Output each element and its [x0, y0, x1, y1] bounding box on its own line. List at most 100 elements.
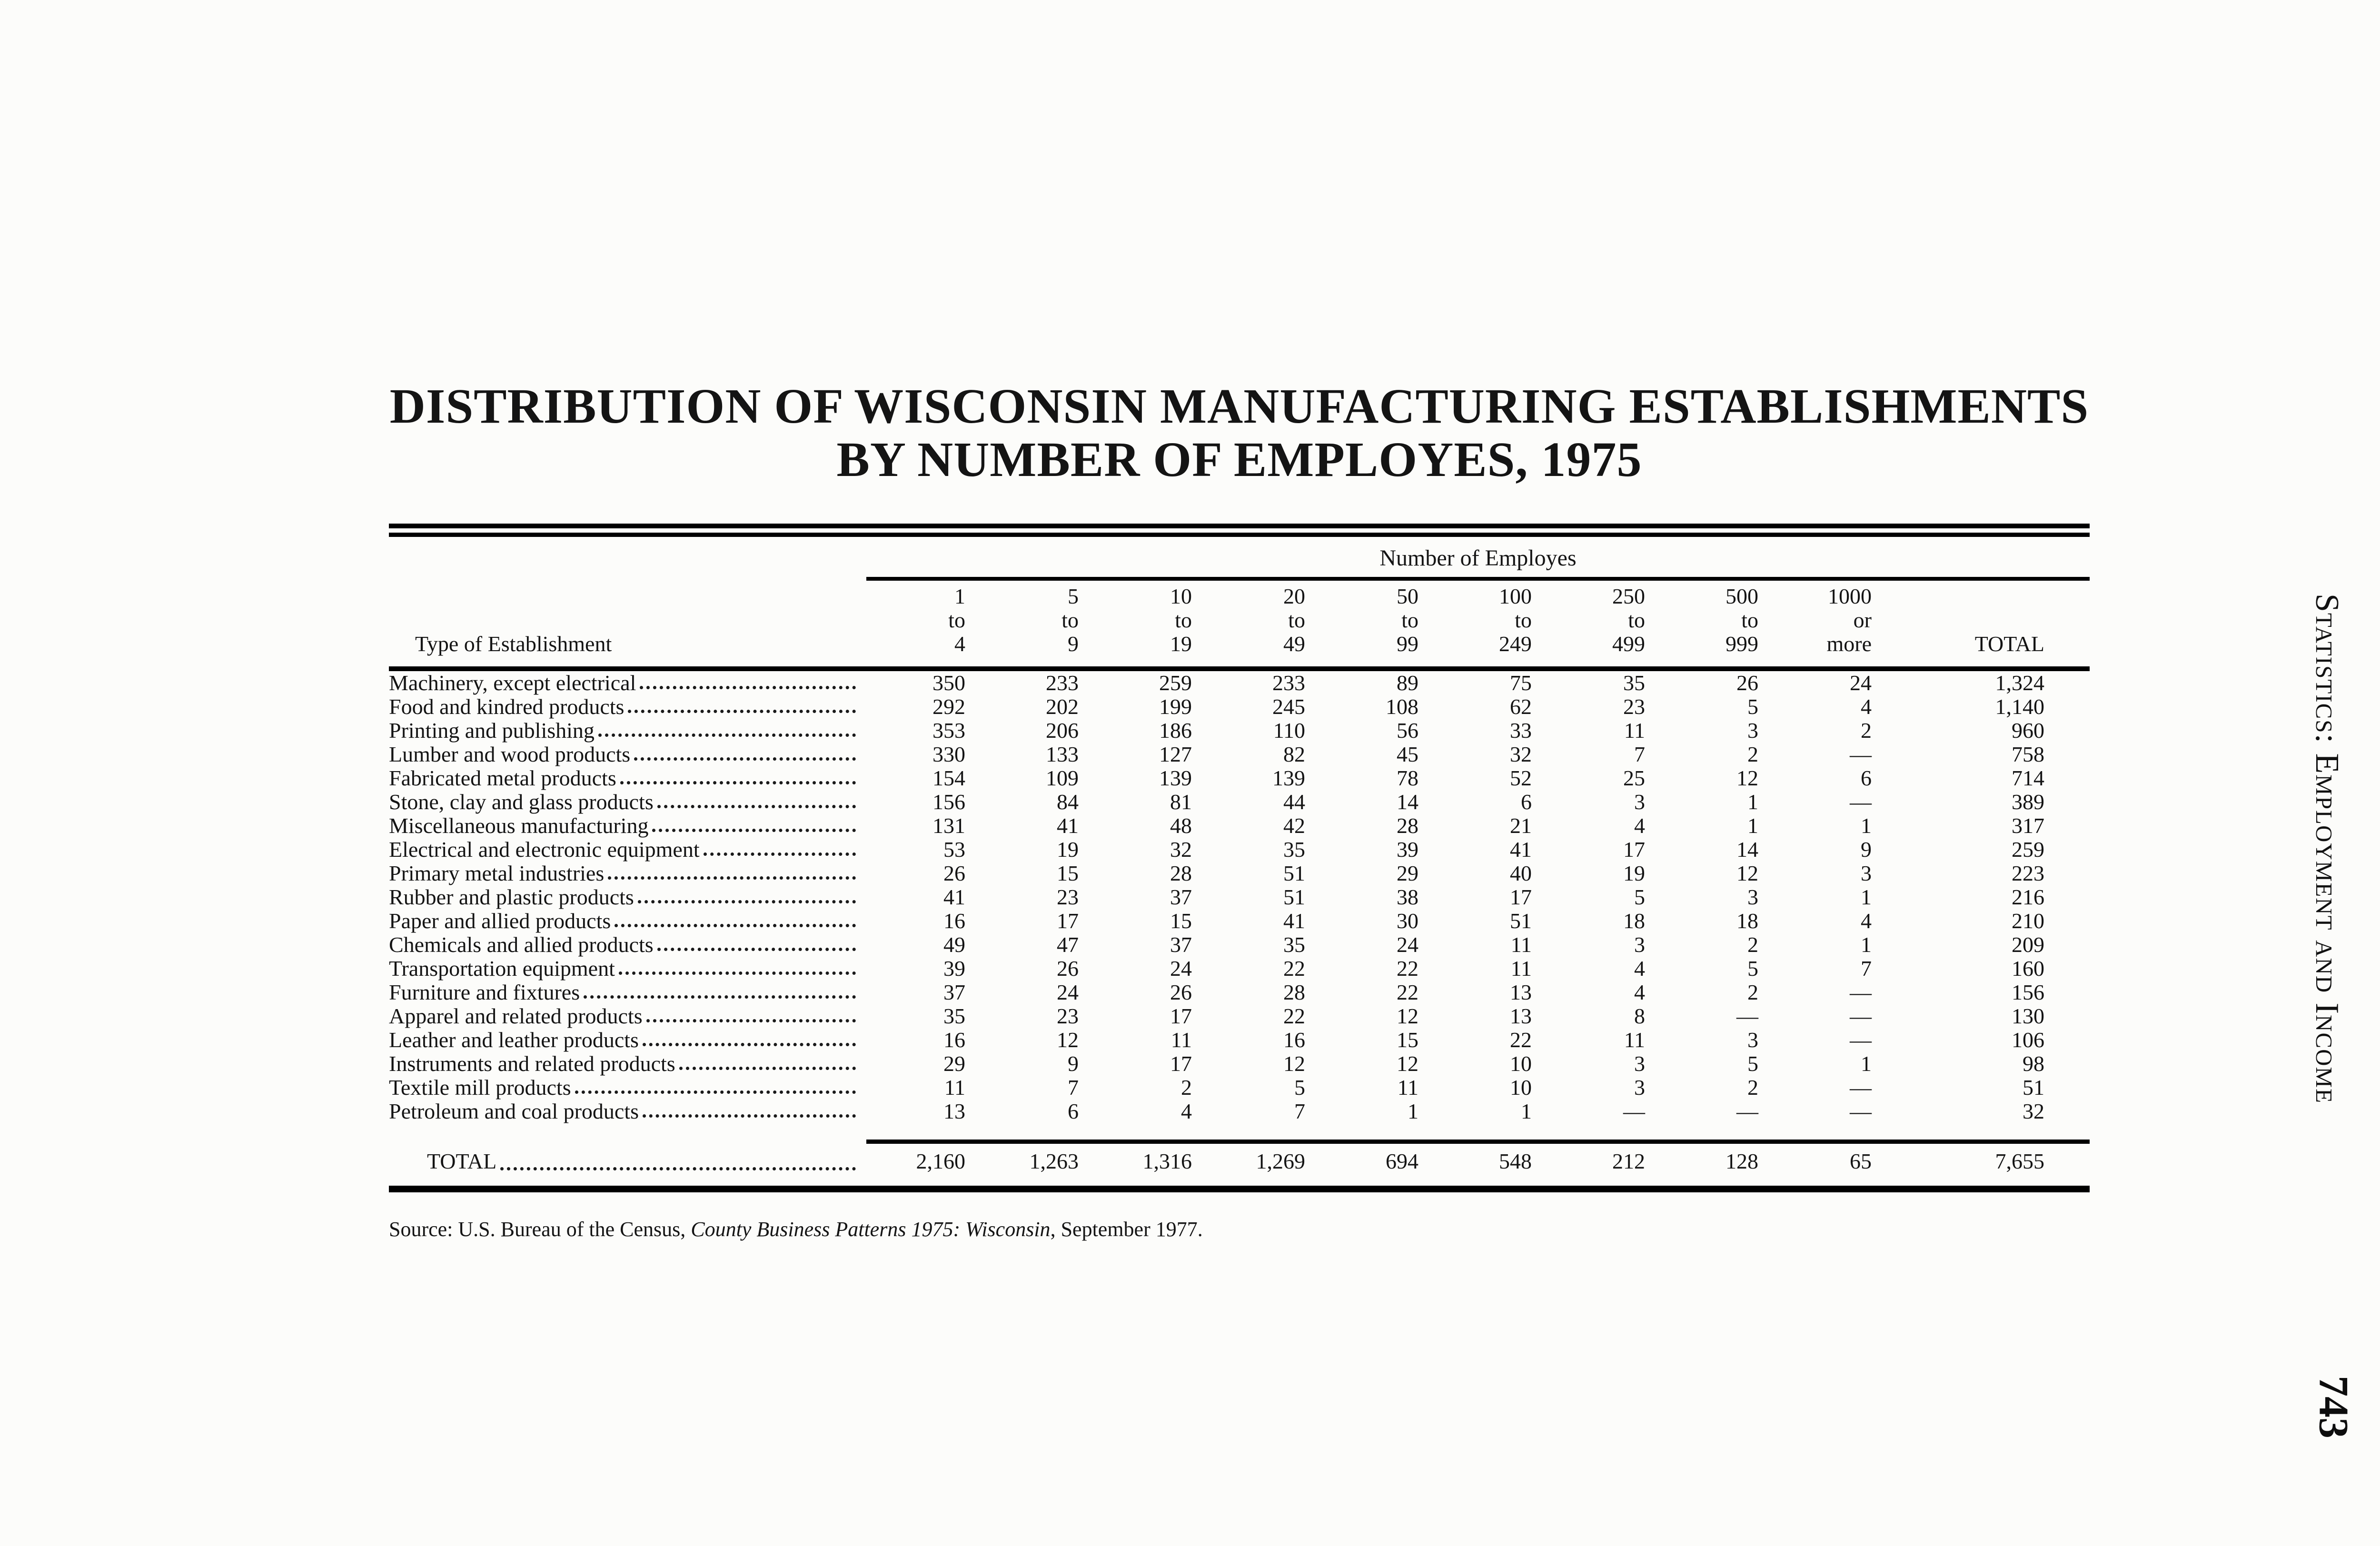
- leader-dots: [643, 1114, 856, 1118]
- cell-10-to-19: 37: [1170, 885, 1192, 909]
- cell-10-to-19: 26: [1170, 980, 1192, 1004]
- cell-10-to-19: 186: [1159, 718, 1192, 743]
- cell-500-to-999: 2: [1747, 932, 1758, 957]
- cell-50-to-99: 24: [1397, 932, 1418, 957]
- col-header-line: 1: [954, 584, 965, 608]
- leader-dots: [608, 876, 856, 880]
- cell-total: 210: [2012, 909, 2044, 933]
- table-row: Electrical and electronic equipment 53 1…: [389, 838, 2090, 862]
- leader-dots: [657, 805, 856, 808]
- row-label: Furniture and fixtures: [389, 980, 580, 1004]
- row-label: Food and kindred products: [389, 694, 625, 719]
- cell-50-to-99: 12: [1397, 1051, 1418, 1076]
- cell-100-to-249: 32: [1510, 742, 1532, 766]
- cell-500-to-999: —: [1736, 1099, 1758, 1123]
- cell-20-to-49: 82: [1283, 742, 1305, 766]
- total-10-to-19: 1,316: [1142, 1149, 1192, 1173]
- row-label-cell: Rubber and plastic products: [389, 885, 866, 909]
- cell-10-to-19: 139: [1159, 766, 1192, 790]
- total-label-cell: TOTAL: [389, 1144, 866, 1179]
- cell-50-to-99: 11: [1397, 1075, 1418, 1100]
- cell-20-to-49: 110: [1273, 718, 1305, 743]
- cell-50-to-99: 12: [1397, 1004, 1418, 1028]
- row-label-cell: Instruments and related products: [389, 1052, 866, 1076]
- total-grand: 7,655: [1995, 1149, 2045, 1173]
- leader-dots: [584, 995, 856, 999]
- cell-250-to-499: 4: [1634, 813, 1645, 838]
- total-label: TOTAL: [427, 1149, 497, 1173]
- col-header-50-to-99: 50 to 99: [1319, 585, 1433, 656]
- leader-dots: [679, 1067, 856, 1070]
- leader-dots: [640, 686, 856, 689]
- cell-10-to-19: 4: [1181, 1099, 1192, 1123]
- cell-5-to-9: 23: [1057, 1004, 1079, 1028]
- cell-20-to-49: 28: [1283, 980, 1305, 1004]
- table-row: Instruments and related products 29 9 17…: [389, 1052, 2090, 1076]
- title-line-1: DISTRIBUTION OF WISCONSIN MANUFACTURING …: [389, 379, 2089, 434]
- total-500-to-999: 128: [1726, 1149, 1758, 1173]
- cell-50-to-99: 56: [1397, 718, 1418, 743]
- table-top-double-rule: [389, 524, 2090, 537]
- cell-250-to-499: 18: [1623, 909, 1645, 933]
- col-header-1000-or-more: 1000 or more: [1773, 585, 1886, 656]
- col-header-line: more: [1826, 632, 1872, 656]
- col-header-line: to: [1175, 608, 1192, 632]
- leader-dots: [642, 1043, 856, 1046]
- cell-250-to-499: 7: [1634, 742, 1645, 766]
- cell-20-to-49: 233: [1272, 671, 1305, 695]
- total-1-to-4: 2,160: [916, 1149, 966, 1173]
- cell-5-to-9: 26: [1057, 956, 1079, 981]
- table-row: Lumber and wood products 330 133 127 82 …: [389, 743, 2090, 766]
- cell-100-to-249: 11: [1510, 956, 1532, 981]
- cell-500-to-999: 3: [1747, 718, 1758, 743]
- col-header-line: to: [1288, 608, 1305, 632]
- cell-total: 216: [2012, 885, 2044, 909]
- cell-total: 51: [2023, 1075, 2044, 1100]
- leader-dots: [657, 948, 856, 951]
- cell-10-to-19: 259: [1159, 671, 1192, 695]
- cell-10-to-19: 2: [1181, 1075, 1192, 1100]
- cell-5-to-9: 24: [1057, 980, 1079, 1004]
- cell-10-to-19: 48: [1170, 813, 1192, 838]
- col-header-5-to-9: 5 to 9: [980, 585, 1093, 656]
- source-prefix: Source: U.S. Bureau of the Census,: [389, 1218, 691, 1241]
- total-5-to-9: 1,263: [1029, 1149, 1079, 1173]
- page-title: DISTRIBUTION OF WISCONSIN MANUFACTURING …: [389, 380, 2090, 486]
- total-100-to-249: 548: [1499, 1149, 1532, 1173]
- cell-total: 389: [2012, 790, 2044, 814]
- cell-100-to-249: 10: [1510, 1051, 1532, 1076]
- cell-1000-or-more: 4: [1861, 909, 1872, 933]
- col-header-line: to: [1061, 608, 1079, 632]
- row-label: Lumber and wood products: [389, 742, 631, 766]
- cell-5-to-9: 19: [1057, 837, 1079, 862]
- cell-1000-or-more: 7: [1861, 956, 1872, 981]
- row-label: Paper and allied products: [389, 909, 611, 933]
- cell-20-to-49: 16: [1283, 1028, 1305, 1052]
- cell-50-to-99: 14: [1397, 790, 1418, 814]
- cell-1000-or-more: —: [1850, 1075, 1872, 1100]
- cell-100-to-249: 6: [1521, 790, 1532, 814]
- cell-500-to-999: 12: [1736, 766, 1758, 790]
- cell-20-to-49: 51: [1283, 861, 1305, 885]
- cell-250-to-499: 8: [1634, 1004, 1645, 1028]
- row-label-cell: Food and kindred products: [389, 695, 866, 719]
- cell-total: 32: [2023, 1099, 2044, 1123]
- row-label-cell: Furniture and fixtures: [389, 981, 866, 1004]
- row-label: Leather and leather products: [389, 1028, 639, 1052]
- row-label-cell: Machinery, except electrical: [389, 671, 866, 695]
- cell-1000-or-more: 1: [1861, 932, 1872, 957]
- table-row: Textile mill products 11 7 2 5 11 10 3 2…: [389, 1076, 2090, 1100]
- row-label-cell: Fabricated metal products: [389, 766, 866, 790]
- cell-total: 1,140: [1995, 694, 2045, 719]
- col-header-total: TOTAL: [1974, 632, 2044, 656]
- cell-50-to-99: 45: [1397, 742, 1418, 766]
- total-1000-or-more: 65: [1850, 1149, 1872, 1173]
- cell-1-to-4: 16: [943, 909, 965, 933]
- table-row: Food and kindred products 292 202 199 24…: [389, 695, 2090, 719]
- cell-total: 160: [2012, 956, 2044, 981]
- col-header-line: or: [1853, 608, 1872, 632]
- row-label-cell: Textile mill products: [389, 1076, 866, 1100]
- row-label-cell: Printing and publishing: [389, 719, 866, 743]
- cell-50-to-99: 39: [1397, 837, 1418, 862]
- cell-10-to-19: 81: [1170, 790, 1192, 814]
